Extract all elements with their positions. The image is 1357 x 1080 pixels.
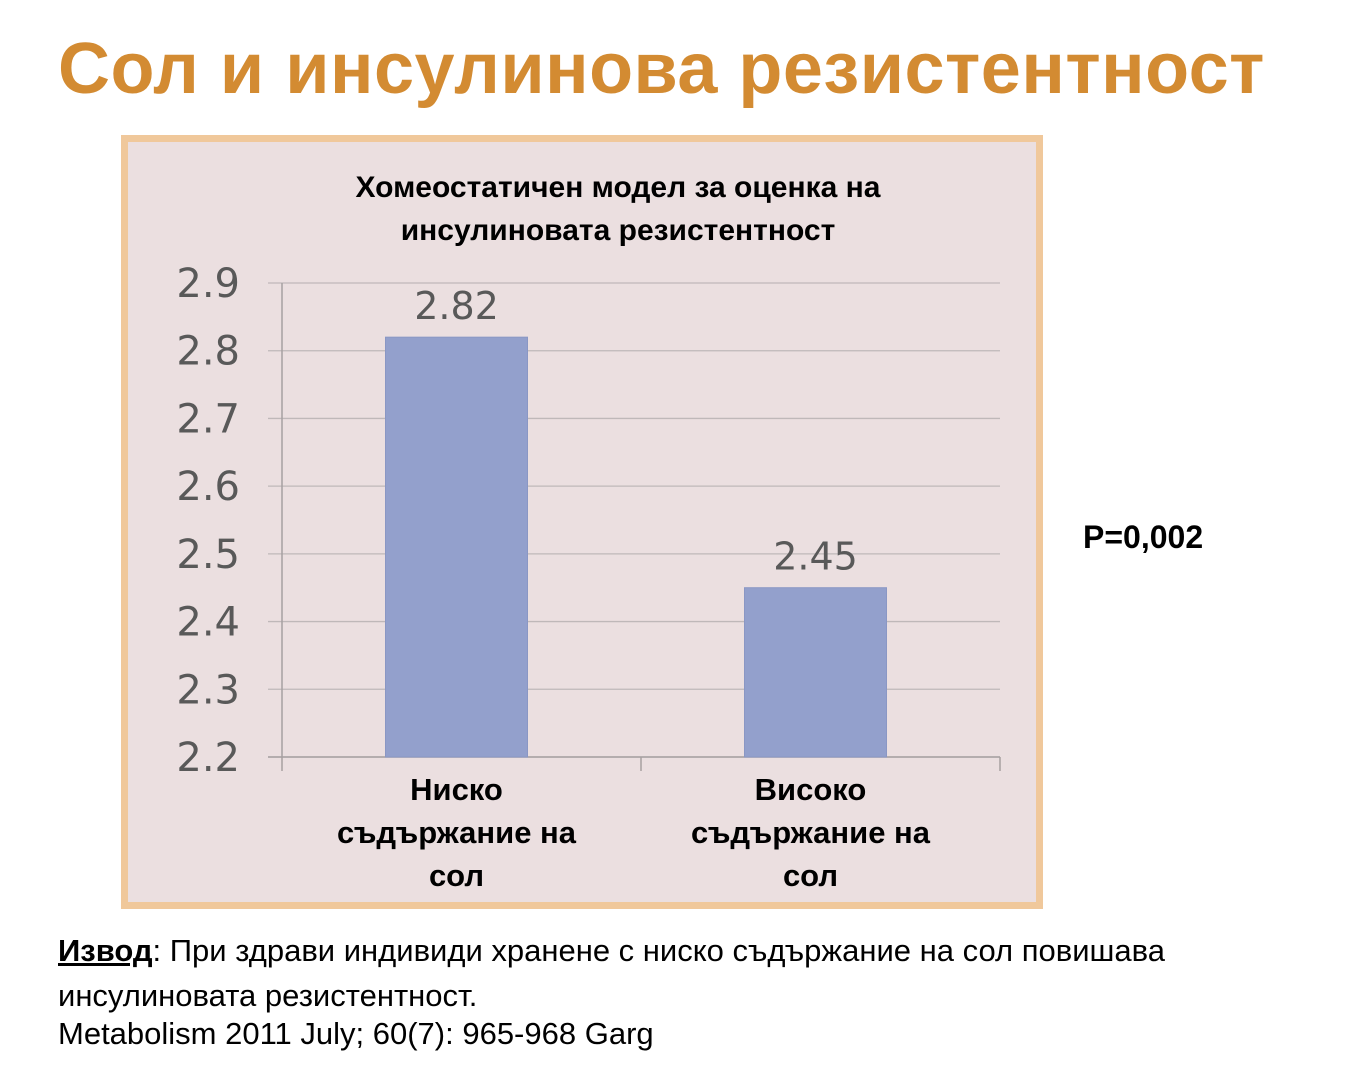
y-tick-label: 2.9 bbox=[176, 261, 240, 307]
chart-frame: Хомеостатичен модел за оценка на инсулино… bbox=[121, 135, 1043, 909]
x-category-label: сол bbox=[429, 858, 484, 893]
chart-title-line: Хомеостатичен модел за оценка на bbox=[356, 171, 881, 204]
y-tick-label: 2.7 bbox=[176, 396, 240, 442]
x-category-label: сол bbox=[783, 858, 838, 893]
x-category-label: Високо bbox=[755, 772, 867, 807]
conclusion-keyword: Извод bbox=[58, 933, 153, 968]
y-tick-label: 2.4 bbox=[176, 600, 240, 646]
y-tick-label: 2.6 bbox=[176, 464, 240, 510]
p-value: P=0,002 bbox=[1083, 519, 1204, 555]
y-tick-label: 2.8 bbox=[176, 329, 240, 375]
citation: Metabolism 2011 July; 60(7): 965-968 Gar… bbox=[58, 1016, 654, 1051]
y-tick-label: 2.3 bbox=[176, 667, 240, 713]
chart-title-line: инсулиновата резистентност bbox=[401, 214, 836, 247]
x-category-label: съдържание на bbox=[337, 815, 577, 850]
x-category-label: Ниско bbox=[410, 772, 503, 807]
y-tick-label: 2.2 bbox=[176, 735, 240, 781]
x-category-label: съдържание на bbox=[691, 815, 931, 850]
conclusion-text: : При здрави индивиди хранене с ниско съ… bbox=[58, 933, 1166, 1013]
y-tick-label: 2.5 bbox=[176, 532, 240, 578]
bar bbox=[744, 587, 887, 758]
conclusion: Извод: При здрави индивиди хранене с нис… bbox=[58, 928, 1318, 1018]
bar-value-label: 2.82 bbox=[414, 284, 499, 328]
bar-value-label: 2.45 bbox=[773, 535, 858, 579]
homa-ir-bar-chart: Хомеостатичен модел за оценка на инсулино… bbox=[176, 171, 1001, 893]
bar bbox=[385, 336, 528, 758]
slide-title: Сол и инсулинова резистентност bbox=[58, 29, 1265, 109]
